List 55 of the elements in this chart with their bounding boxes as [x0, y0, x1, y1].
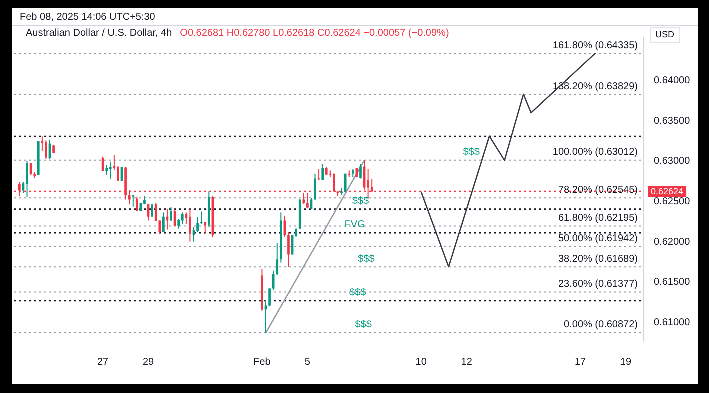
candlestick — [170, 206, 172, 222]
y-tick-label: 0.62000 — [654, 236, 691, 248]
candlestick — [132, 194, 135, 208]
y-tick-label: 0.63500 — [654, 116, 691, 127]
y-tick-label: 0.63000 — [654, 156, 691, 168]
candlestick — [306, 192, 309, 208]
candlestick — [109, 162, 112, 180]
text: Feb 08, 2025 14:06 UTC+5:30 — [20, 12, 156, 23]
x-tick-label: 27 — [97, 356, 110, 368]
x-tick-label: 12 — [461, 356, 473, 368]
candlestick — [272, 270, 275, 291]
annotation: $$$ — [463, 147, 480, 158]
chart-subtitle: O0.62681 H0.62780 L0.62618 C0.62624 −0.00057 (−0.09%) — [180, 28, 450, 39]
candlestick — [106, 164, 108, 176]
candlestick — [162, 212, 165, 233]
ref-line-label: 0.62624 — [651, 186, 684, 197]
candlestick — [196, 216, 199, 233]
ref-line-label: 0.00% (0.60872) — [564, 320, 638, 331]
x-tick-label: 19 — [620, 356, 632, 368]
x-tick-label: 10 — [416, 356, 428, 368]
candlestick — [26, 160, 28, 198]
ref-line-label: 50.00% (0.61942) — [558, 233, 638, 244]
candlestick — [181, 212, 184, 225]
y-axis-title: USD — [656, 29, 675, 40]
y-tick-label: 0.61500 — [654, 277, 691, 288]
candlestick — [189, 208, 192, 242]
candlestick — [268, 288, 271, 308]
ref-line-label: 38.20% (0.61689) — [558, 254, 638, 265]
annotation: $$$ — [350, 288, 367, 299]
candlestick — [360, 164, 362, 180]
candlestick — [136, 196, 138, 212]
candlestick — [151, 204, 154, 218]
y-tick-label: 0.64000 — [654, 75, 691, 86]
x-tick-label: 29 — [142, 356, 155, 368]
x-tick-label: 17 — [574, 356, 587, 368]
candlestick — [276, 242, 279, 276]
candlestick — [45, 140, 48, 160]
candlestick — [288, 232, 290, 268]
x-tick-label: Feb — [254, 356, 272, 368]
annotation: $$$ — [355, 320, 372, 331]
annotation: $$$ — [352, 196, 370, 208]
annotation: FVG — [344, 220, 366, 231]
annotation: $$$ — [358, 254, 376, 265]
ref-line-label: 23.60% (0.61377) — [558, 278, 638, 290]
candlestick — [322, 164, 324, 181]
candlestick — [314, 173, 316, 200]
y-tick-label: 0.62500 — [654, 196, 691, 208]
ref-line-label: 161.80% (0.64335) — [552, 40, 638, 52]
candlestick — [178, 218, 180, 230]
candlestick — [117, 166, 120, 182]
chart-title: Australian Dollar / U.S. Dollar, 4h — [26, 28, 172, 39]
ref-line-label: 61.80% (0.62195) — [558, 213, 638, 224]
y-tick-label: 0.61000 — [654, 317, 691, 328]
ref-line-label: 100.00% (0.63012) — [552, 147, 638, 158]
x-tick-label: 5 — [304, 356, 311, 368]
